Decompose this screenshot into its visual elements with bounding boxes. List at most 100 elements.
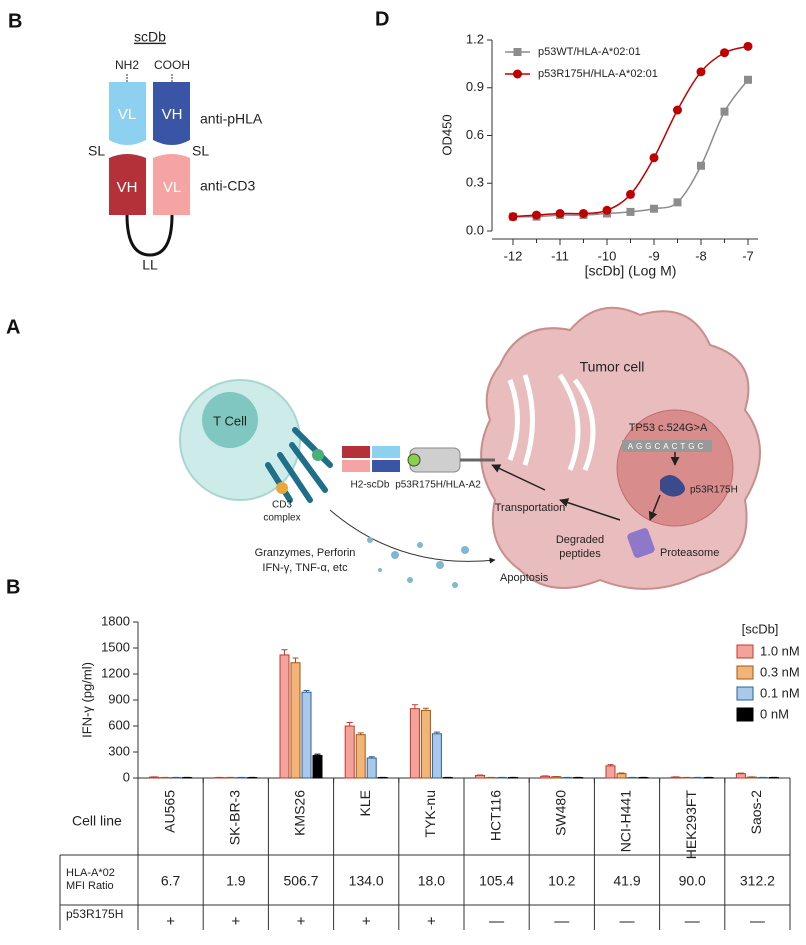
legend-swatch <box>736 686 754 701</box>
scdb-diagram: scDb NH2 COOH VL VH VH VL anti-pHLA anti… <box>88 29 263 273</box>
category-label: AU565 <box>161 790 177 833</box>
x-tick-label: -9 <box>648 248 660 263</box>
legend-marker <box>513 69 522 79</box>
y-tick-label: 300 <box>108 743 130 758</box>
row-label: HLA-A*02 <box>66 867 115 879</box>
dna-sequence: AGGCACTGC <box>628 442 707 451</box>
domain-label: VH <box>117 179 138 196</box>
diagram-label: H2-scDb <box>351 480 390 491</box>
bar <box>431 733 442 779</box>
domain <box>109 82 146 145</box>
x-tick-label: -8 <box>695 248 707 263</box>
point <box>649 153 659 163</box>
y-axis-label: OD450 <box>439 114 454 155</box>
bar <box>420 709 431 779</box>
category-label: NCI-H441 <box>618 790 634 852</box>
linker-label: LL <box>142 257 158 273</box>
table-cell: 10.2 <box>548 873 575 889</box>
legend-label: p53R175H/HLA-A*02:01 <box>538 68 658 80</box>
bar <box>344 725 355 779</box>
scdb-icon <box>372 446 400 458</box>
bar <box>409 708 420 779</box>
bar <box>366 757 377 779</box>
binding-label: anti-CD3 <box>200 178 255 194</box>
legend-label: 0 nM <box>760 706 789 721</box>
bar <box>312 754 323 779</box>
y-axis-label: IFN-γ (pg/ml) <box>79 662 94 738</box>
point <box>532 210 541 220</box>
nucleus <box>616 409 734 527</box>
bar <box>301 691 312 779</box>
diagram-label: Tumor cell <box>580 359 645 375</box>
legend-marker <box>513 48 522 56</box>
legend-swatch <box>736 665 754 680</box>
table-cell: 90.0 <box>679 873 706 889</box>
category-label: KLE <box>357 790 373 816</box>
arrow <box>491 464 546 491</box>
error-bar <box>281 649 288 655</box>
x-tick-label: -7 <box>742 248 754 263</box>
point <box>602 205 612 215</box>
diagram-label: Apoptosis <box>500 572 549 584</box>
arrow <box>648 494 661 521</box>
legend-swatch <box>736 707 754 722</box>
cd3-complex <box>265 427 333 503</box>
bar <box>475 774 486 779</box>
terminus-label: COOH <box>154 58 190 72</box>
table-cell: — <box>685 913 700 930</box>
t-cell-nucleus <box>202 392 258 448</box>
linker <box>125 214 174 257</box>
panel-label: A <box>6 316 20 338</box>
category-label: Saos-2 <box>748 790 764 835</box>
diagram-label: IFN-γ, TNF-α, etc <box>262 562 348 574</box>
table-cell: 18.0 <box>418 873 445 889</box>
error-bar <box>607 764 614 766</box>
proteasome <box>627 528 655 558</box>
legend-label: 0.3 nM <box>760 664 800 679</box>
legend-label: p53WT/HLA-A*02:01 <box>538 46 641 58</box>
table-cell: 105.4 <box>479 873 514 889</box>
scdb-icon <box>342 460 370 472</box>
category-label: SK-BR-3 <box>227 790 243 845</box>
point <box>579 208 588 218</box>
row-label: p53R175H <box>66 907 123 921</box>
panel-label: D <box>375 8 389 30</box>
error-bar <box>433 731 440 734</box>
diagram-label: Proteasome <box>660 547 719 559</box>
linker-label: SL <box>192 143 209 159</box>
point <box>744 75 752 84</box>
protein <box>660 475 685 497</box>
error-bar <box>292 657 299 663</box>
scdb-icon <box>342 446 370 458</box>
error-bar <box>411 704 418 709</box>
bar <box>540 775 551 779</box>
y-tick-label: 600 <box>108 717 130 732</box>
error-bar <box>737 772 744 774</box>
error-bar <box>357 732 364 735</box>
point <box>673 105 682 115</box>
bar <box>279 654 290 779</box>
x-tick-label: -12 <box>504 248 523 263</box>
error-bar <box>314 753 321 756</box>
domain-label: VL <box>163 179 181 196</box>
diagram-label: p53R175H/HLA-A2 <box>395 480 481 491</box>
organelle <box>507 373 596 471</box>
table-cell: 41.9 <box>613 873 640 889</box>
y-tick-label: 0.9 <box>466 79 484 94</box>
point <box>696 67 706 77</box>
table-cell: 312.2 <box>740 873 775 889</box>
point <box>626 207 635 216</box>
domain <box>153 82 190 145</box>
error-bar <box>618 772 625 774</box>
table-cell: — <box>750 913 765 930</box>
point <box>697 161 705 170</box>
legend-swatch <box>736 644 754 659</box>
y-tick-label: 0.3 <box>466 175 484 190</box>
table-cell: — <box>620 913 635 930</box>
table-cell: 134.0 <box>349 873 384 889</box>
table-cell: + <box>427 913 436 930</box>
x-axis-label: [scDb] (Log M) <box>585 263 677 279</box>
domain-label: VL <box>118 106 136 123</box>
category-label: TYK-nu <box>422 790 438 837</box>
granules <box>367 537 469 588</box>
